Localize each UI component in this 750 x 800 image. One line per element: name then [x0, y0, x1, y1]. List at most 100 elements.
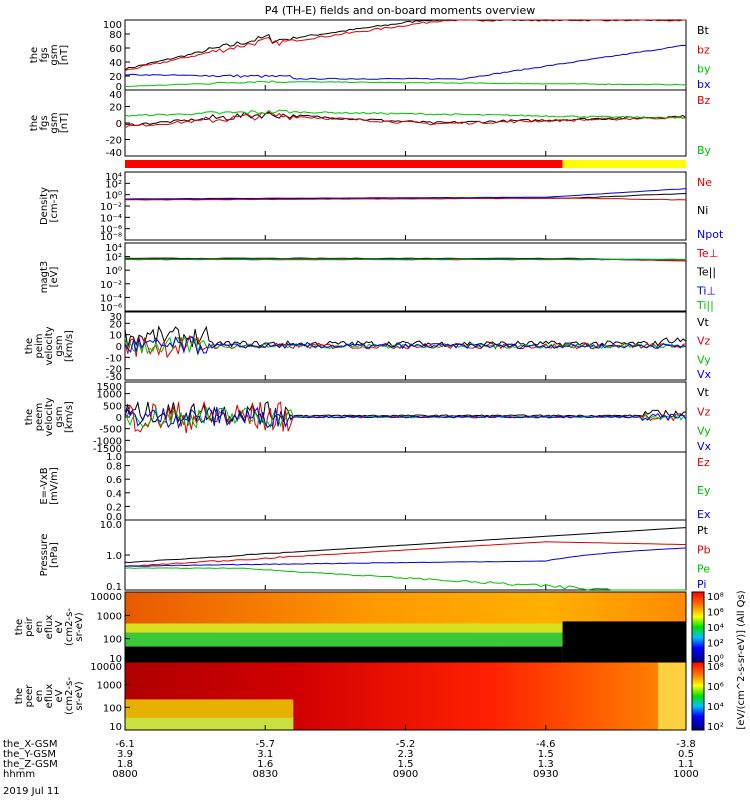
ylabel-line: the — [29, 115, 40, 131]
panel-frame — [124, 519, 687, 591]
y-tick-label: 10⁴ — [105, 243, 122, 254]
ylabel-line: Density — [39, 187, 50, 225]
colorbar-tick: 10² — [707, 722, 724, 733]
ylabel-line: sr-eV) — [74, 681, 85, 710]
figure-title: P4 (TH-E) fields and on-board moments ov… — [265, 4, 536, 17]
y-tick-label: 1.0 — [106, 452, 122, 463]
legend-by-fgs: by — [697, 63, 711, 76]
xaxis-tick-z: 1.5 — [398, 759, 414, 770]
vx-ele-curve — [124, 406, 687, 430]
ylabel-line: (cm2-s- — [64, 677, 75, 715]
ylabel-line: [nT] — [59, 45, 70, 65]
ylabel-line: [km/s] — [64, 330, 75, 362]
ylabel-line: fgs — [39, 115, 50, 130]
y-tick-label: 10000 — [90, 662, 122, 673]
y-tick-label: 0 — [116, 119, 122, 130]
colorbar-tick: 10⁴ — [707, 702, 724, 713]
xaxis-row-label: the_Y-GSM — [3, 749, 56, 760]
low-energy-band — [125, 632, 563, 647]
no-data-block — [562, 621, 686, 662]
panel-frame — [124, 171, 687, 241]
y-tick-label: 10⁻⁸ — [100, 232, 122, 243]
ylabel-line: peim — [34, 333, 45, 358]
legend-pe-pressure: Pe — [697, 563, 710, 576]
ylabel-line: gsm — [49, 112, 60, 133]
xaxis-tick-x: -6.1 — [115, 739, 135, 750]
y-tick-label: 10⁻² — [100, 280, 122, 291]
y-tick-label: 10.0 — [100, 520, 122, 531]
ylabel-line: magt3 — [39, 261, 50, 294]
xaxis-tick-y: 3.9 — [117, 749, 133, 760]
xaxis-tick-y: 0.5 — [678, 749, 694, 760]
ylabel-line: eflux — [44, 684, 55, 709]
xaxis-row-label: the_X-GSM — [3, 739, 57, 750]
ylabel-line: [eV] — [49, 267, 60, 288]
colorbar-label: [eV/(cm^2-s-sr-eV)] (All Qs) — [736, 590, 747, 729]
ylabel-line: Pressure — [39, 534, 50, 577]
legend-vt-vi: Vt — [697, 316, 710, 329]
ylabel-line: en — [34, 690, 45, 703]
panel-efield: E=-VxB [mV/m] 1.00.8 0.6 0.4 0.20.0 Ez Ey Ex — [39, 451, 711, 523]
y-tick-label: -500 — [99, 425, 122, 436]
colorbar-tick: 10² — [707, 639, 724, 650]
y-tick-label: -40 — [106, 148, 122, 159]
xaxis-tick-x: -3.8 — [676, 739, 696, 750]
panel-fgs2: the fgs gsm [nT] 40 20 0 -20-40 Bz By — [29, 89, 712, 159]
legend-te-temp: Te⊥ — [696, 247, 718, 260]
colorbar-tick: 10⁰ — [707, 654, 724, 665]
y-tick-label: 1.0 — [106, 551, 122, 562]
y-tick-label: 10⁴ — [105, 172, 122, 183]
by-curve — [124, 80, 687, 87]
legend-ne-density: Ne — [697, 176, 712, 189]
y-tick-label: 10000 — [90, 592, 122, 603]
y-tick-label: 0.2 — [106, 502, 122, 513]
ylabel-line: gsm — [54, 406, 65, 427]
ylabel-line: [cm-3] — [49, 189, 60, 222]
bx-curve — [125, 44, 687, 80]
y-tick-label: 100 — [103, 20, 122, 31]
panel-ion_spec: the peir en eflux eV (cm2-s-sr-eV) 10⁸ 10⁶ 10⁴ 10… — [14, 591, 724, 665]
y-tick-label: 20 — [109, 103, 122, 114]
xaxis-tick-t: 0900 — [393, 769, 418, 780]
xaxis-row-label: the_Z-GSM — [3, 759, 58, 770]
ylabel-line: fgs — [39, 47, 50, 62]
ylabel-line: eflux — [44, 615, 55, 640]
colorbar-ion — [691, 591, 705, 663]
y-tick-label: 0.8 — [106, 462, 122, 473]
ylabel-line: sr-eV) — [74, 612, 85, 641]
ylabel-line: velocity — [44, 326, 55, 365]
y-tick-label: 0 — [116, 342, 122, 353]
y-tick-label: 10 — [109, 331, 122, 342]
colorbar-tick: 10⁶ — [707, 682, 724, 693]
y-tick-label: -1500 — [93, 444, 122, 455]
legend-npot-density: Npot — [697, 228, 724, 241]
y-tick-label: -1000 — [93, 436, 122, 447]
legend-bx-fgs: bx — [697, 78, 711, 91]
y-tick-label: -20 — [106, 365, 122, 376]
ylabel-line: [nT] — [59, 113, 70, 133]
ylabel-line: E=-VxB — [39, 467, 50, 504]
vt-ion-curve — [124, 325, 687, 348]
colorbar-tick: 10⁸ — [707, 662, 724, 673]
y-tick-label: 40 — [109, 58, 122, 69]
pi-curve — [124, 547, 687, 567]
y-tick-label: 0 — [116, 82, 122, 93]
panel-frame — [124, 19, 687, 91]
y-tick-label: 80 — [109, 30, 122, 41]
xaxis-tick-z: 1.3 — [538, 759, 554, 770]
y-tick-label: 10² — [105, 253, 122, 264]
xaxis-tick-y: 3.1 — [257, 749, 273, 760]
xaxis-tick-x: -4.6 — [536, 739, 556, 750]
y-tick-label: 0.0 — [106, 512, 122, 523]
end-edge — [657, 662, 686, 730]
y-tick-label: 1000 — [97, 390, 122, 401]
panel-frame — [124, 451, 687, 521]
ylabel-line: en — [34, 621, 45, 634]
panel-ele_spec: the peer en eflux eV (cm2-s-sr-eV) 10⁸ 10⁶ 10⁴ 10… — [14, 661, 724, 733]
ylabel-line: peer — [24, 684, 35, 708]
legend-ey-efield: Ey — [697, 484, 711, 497]
panel-frame — [124, 89, 687, 157]
y-tick-label: 10⁻⁴ — [100, 293, 122, 304]
